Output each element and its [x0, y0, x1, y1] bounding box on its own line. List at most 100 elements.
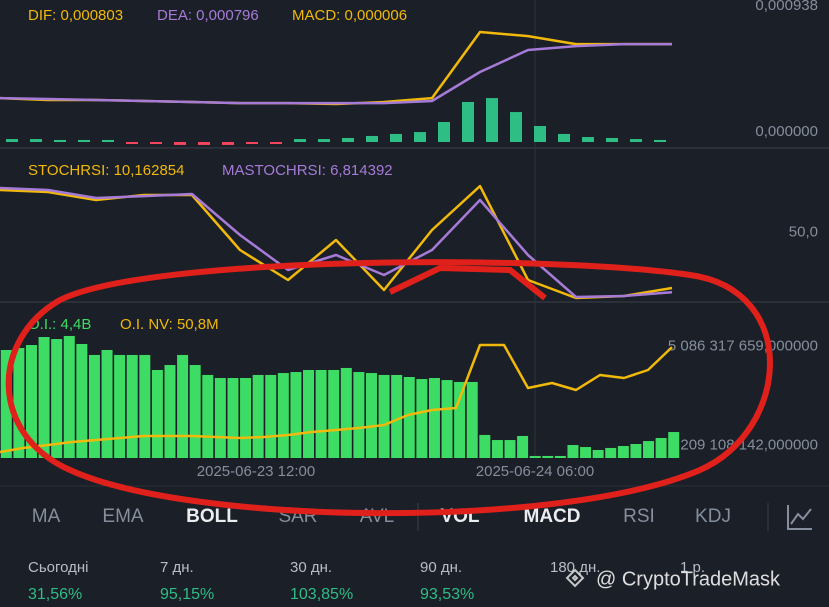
bar	[270, 141, 282, 145]
y-tick-label: 50,0	[789, 223, 818, 240]
bar	[126, 141, 138, 145]
indicator-line	[0, 186, 673, 299]
bar	[416, 379, 428, 458]
legend-entry: MACD: 0,000006	[292, 7, 407, 24]
bar	[582, 137, 594, 142]
bar	[6, 139, 18, 142]
watermark-logo	[565, 568, 585, 588]
bar	[38, 337, 50, 458]
bar	[491, 440, 503, 458]
period-label: Сьогодні	[28, 559, 89, 576]
legend-entry: DIF: 0,000803	[28, 7, 123, 24]
legend-entry: DEA: 0,000796	[157, 7, 259, 24]
period-label: 90 дн.	[420, 559, 462, 576]
bar	[227, 378, 239, 458]
bar	[567, 445, 579, 458]
bar	[265, 374, 277, 458]
bar	[554, 455, 566, 458]
period-label: 7 дн.	[160, 559, 194, 576]
bar	[403, 376, 415, 458]
bar	[580, 447, 592, 458]
bar	[189, 365, 201, 458]
bar	[246, 141, 258, 145]
x-axis-label: 2025-06-23 12:00	[197, 463, 315, 480]
bar	[102, 139, 114, 142]
legend-entry: O.I. NV: 50,8M	[120, 316, 219, 333]
indicator-line	[0, 42, 672, 105]
bar	[294, 139, 306, 142]
bar	[353, 372, 365, 458]
indicator-tab[interactable]: MA	[32, 506, 61, 527]
bar	[534, 126, 546, 142]
bar	[252, 374, 264, 458]
indicator-tab[interactable]: BOLL	[186, 506, 238, 527]
bar	[462, 101, 474, 142]
bar	[391, 374, 403, 458]
x-axis-label: 2025-06-24 06:00	[476, 463, 594, 480]
indicator-tab[interactable]: MACD	[524, 506, 581, 527]
bar	[414, 132, 426, 142]
bar	[177, 354, 189, 458]
legend-entry: STOCHRSI: 10,162854	[28, 162, 184, 179]
bar	[340, 367, 352, 458]
period-return: 95,15%	[160, 586, 214, 603]
bar	[202, 374, 214, 458]
bar	[318, 139, 330, 142]
bar	[290, 372, 302, 458]
bar	[13, 347, 25, 458]
bar	[78, 139, 90, 142]
bar	[222, 141, 234, 145]
bar	[454, 381, 466, 458]
indicator-tab[interactable]: AVL	[360, 506, 395, 527]
indicator-tab[interactable]: RSI	[623, 506, 655, 527]
bar	[643, 441, 655, 458]
bar	[30, 139, 42, 142]
bar	[655, 438, 667, 458]
watermark: @ CryptoTradeMask	[596, 568, 781, 590]
indicator-tab[interactable]: KDJ	[695, 506, 731, 527]
indicator-settings-icon[interactable]	[787, 505, 812, 530]
bar	[0, 349, 12, 458]
bar	[214, 378, 226, 458]
bar	[630, 443, 642, 458]
bar	[328, 369, 340, 458]
period-return: 103,85%	[290, 586, 353, 603]
bar	[504, 440, 516, 458]
bar	[428, 378, 440, 458]
bar	[366, 135, 378, 142]
bar	[630, 139, 642, 142]
period-return: 93,53%	[420, 586, 474, 603]
y-tick-label: 4 209 108 142,000000	[668, 437, 818, 454]
bar	[198, 141, 210, 145]
bar	[54, 139, 66, 142]
bar	[164, 365, 176, 458]
bar	[605, 447, 617, 458]
bar	[592, 449, 604, 458]
bar	[542, 455, 554, 458]
bar	[479, 434, 491, 458]
bar	[150, 141, 162, 145]
bar	[126, 354, 138, 458]
bar	[365, 373, 377, 458]
bar	[101, 349, 113, 458]
bar	[606, 137, 618, 142]
y-tick-label: 0,000938	[755, 0, 818, 14]
bar	[654, 139, 666, 142]
indicator-tab[interactable]: EMA	[102, 506, 144, 527]
bar	[486, 98, 498, 142]
bar	[529, 455, 541, 458]
bar	[63, 335, 75, 458]
bar	[88, 354, 100, 458]
bar	[378, 374, 390, 458]
bar	[51, 339, 63, 458]
bar	[390, 133, 402, 142]
bar	[342, 137, 354, 142]
bar	[315, 369, 327, 458]
y-tick-label: 5 086 317 659,000000	[668, 338, 818, 355]
bar	[76, 344, 88, 458]
period-label: 180 дн.	[550, 559, 600, 576]
bar	[240, 378, 252, 458]
bar	[438, 121, 450, 142]
